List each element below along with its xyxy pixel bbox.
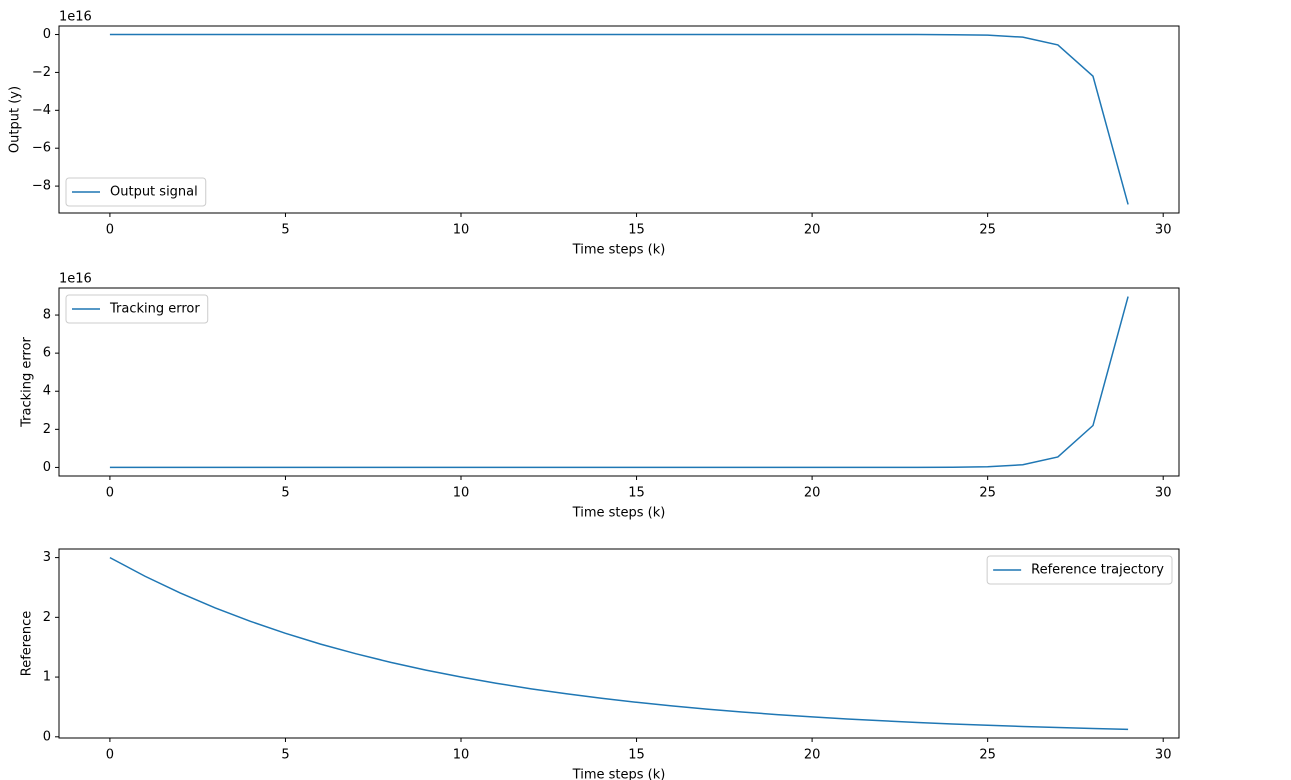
legend-frame	[65, 177, 207, 207]
y-tick-label: −2	[32, 65, 51, 80]
legend: Output signal	[65, 177, 207, 207]
y-axis-label: Tracking error	[20, 336, 35, 427]
x-tick-label: 15	[628, 748, 645, 763]
legend-label: Output signal	[110, 185, 198, 200]
x-tick-label: 10	[453, 223, 470, 238]
x-tick-label: 0	[106, 223, 114, 238]
legend: Reference trajectory	[986, 555, 1173, 585]
y-tick-label: 6	[43, 346, 51, 361]
x-tick-label: 30	[1155, 486, 1172, 501]
legend-label: Tracking error	[109, 302, 200, 317]
y-tick-label: 2	[43, 422, 51, 437]
data-line	[109, 33, 1129, 205]
data-line	[109, 296, 1129, 469]
offset-label: 1e16	[59, 10, 92, 25]
y-tick-label: 1	[43, 670, 51, 685]
x-tick-label: 20	[804, 486, 821, 501]
x-tick-label: 10	[453, 748, 470, 763]
axes-frame	[58, 548, 1180, 739]
y-tick-label: 2	[43, 610, 51, 625]
x-axis-label: Time steps (k)	[572, 768, 666, 780]
x-tick-label: 25	[979, 748, 996, 763]
y-tick-label: −4	[32, 103, 51, 118]
legend-label: Reference trajectory	[1031, 563, 1164, 578]
y-tick-label: 0	[43, 729, 51, 744]
y-axis-label: Reference	[20, 611, 35, 676]
legend-frame	[986, 555, 1173, 585]
x-axis-label: Time steps (k)	[572, 506, 666, 521]
y-tick-label: 3	[43, 550, 51, 565]
x-tick-label: 15	[628, 486, 645, 501]
legend: Tracking error	[65, 294, 209, 324]
x-tick-label: 0	[106, 748, 114, 763]
x-tick-label: 10	[453, 486, 470, 501]
subplot: 0 5 10 15 20 25 30 0 1 2 3 Time steps (k) Reference R…	[20, 548, 1180, 780]
y-axis-label: Output (y)	[8, 86, 23, 153]
x-tick-label: 30	[1155, 223, 1172, 238]
y-tick-label: −6	[32, 141, 51, 156]
axes-frame	[58, 25, 1180, 214]
y-tick-label: 0	[43, 460, 51, 475]
y-tick-label: −8	[32, 179, 51, 194]
legend-frame	[65, 294, 209, 324]
x-tick-label: 5	[281, 486, 289, 501]
x-tick-label: 30	[1155, 748, 1172, 763]
x-tick-label: 25	[979, 223, 996, 238]
axes-frame	[58, 287, 1180, 477]
data-line	[109, 556, 1129, 731]
subplot: 0 5 10 15 20 25 30 0 −2 −4 −6 −8 Time steps (k) Outpu…	[8, 10, 1180, 258]
x-tick-label: 5	[281, 748, 289, 763]
x-tick-label: 5	[281, 223, 289, 238]
x-tick-label: 15	[628, 223, 645, 238]
subplot: 0 5 10 15 20 25 30 0 2 4 6 8 Time steps (k) Tracking …	[20, 272, 1180, 521]
x-axis-label: Time steps (k)	[572, 243, 666, 258]
y-tick-label: 8	[43, 308, 51, 323]
x-tick-label: 0	[106, 486, 114, 501]
y-tick-label: 4	[43, 384, 51, 399]
x-tick-label: 20	[804, 748, 821, 763]
y-tick-label: 0	[43, 27, 51, 42]
offset-label: 1e16	[59, 272, 92, 287]
x-tick-label: 20	[804, 223, 821, 238]
x-tick-label: 25	[979, 486, 996, 501]
